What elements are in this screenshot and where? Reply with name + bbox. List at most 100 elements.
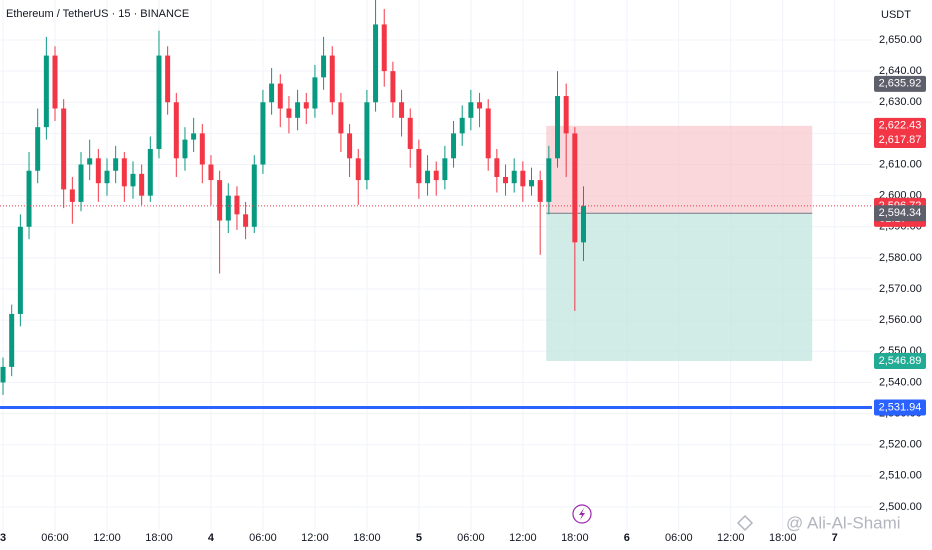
candle-body — [208, 164, 214, 181]
x-tick-label: 18:00 — [353, 532, 381, 544]
candle-body — [494, 158, 500, 177]
candle-body — [416, 148, 422, 184]
y-tick-label: 2,610.00 — [879, 158, 922, 170]
price-label-box — [874, 117, 926, 134]
candle-body — [78, 164, 84, 202]
x-tick-label: 6 — [624, 532, 630, 544]
candle-body — [468, 102, 474, 118]
y-tick-label: 2,510.00 — [879, 470, 922, 482]
candle-body — [269, 83, 275, 103]
x-tick-label: 3 — [0, 532, 6, 544]
price-label: 2,635.92 — [879, 78, 922, 90]
candle-body — [61, 108, 67, 190]
watermark: @ Ali-Al-Shami — [786, 513, 901, 532]
plot — [0, 0, 872, 410]
candle-body — [520, 170, 526, 187]
x-tick-label: 5 — [416, 532, 422, 544]
x-tick-label: 12:00 — [301, 532, 329, 544]
x-tick-label: 12:00 — [717, 532, 745, 544]
price-label: 2,594.34 — [879, 207, 922, 219]
price-label: 2,531.94 — [879, 401, 922, 413]
candle-body — [165, 55, 171, 103]
candle-body — [329, 55, 335, 103]
candle-body — [390, 71, 396, 103]
candle-body — [104, 170, 110, 184]
candle-body — [95, 158, 101, 184]
candle-body — [0, 366, 6, 383]
candle-body — [442, 158, 448, 181]
candle-body — [459, 117, 465, 134]
candle-body — [425, 170, 431, 184]
candle-body — [9, 313, 15, 367]
candle-body — [503, 176, 509, 184]
candle-body — [277, 83, 283, 109]
stop-zone — [546, 125, 813, 214]
y-tick-label: 2,580.00 — [879, 252, 922, 264]
candle-body — [121, 158, 127, 187]
candle-body — [399, 102, 405, 118]
candle-body — [217, 180, 223, 221]
candle-body — [364, 102, 370, 181]
x-tick-label: 4 — [208, 532, 215, 544]
price-label: 2,622.43 — [879, 120, 922, 132]
x-tick-label: 06:00 — [41, 532, 69, 544]
candle-body — [321, 55, 327, 78]
candle-body — [87, 158, 93, 165]
y-tick-label: 2,540.00 — [879, 376, 922, 388]
watermark-icon — [736, 514, 754, 532]
y-tick-label: 2,520.00 — [879, 439, 922, 451]
y-tick-label: 2,640.00 — [879, 65, 922, 77]
x-tick-label: 06:00 — [249, 532, 277, 544]
candle-body — [572, 133, 578, 243]
candle-body — [243, 214, 249, 227]
target-zone — [546, 213, 813, 361]
x-tick-label: 06:00 — [457, 532, 485, 544]
candle-body — [303, 102, 309, 109]
price-label: 2,617.87 — [879, 134, 922, 146]
candle-body — [139, 173, 145, 196]
x-tick-label: 12:00 — [509, 532, 537, 544]
price-label-box — [874, 132, 926, 149]
candle-body — [407, 117, 413, 149]
candle-body — [451, 133, 457, 159]
candle-body — [381, 24, 387, 72]
candle-body — [338, 102, 344, 134]
candle-body — [295, 102, 301, 118]
price-label-box — [874, 75, 926, 92]
x-tick-label: 18:00 — [145, 532, 173, 544]
candle-body — [156, 55, 162, 149]
price-label-box — [874, 352, 926, 369]
candle-body — [113, 158, 119, 171]
candle-body — [225, 195, 231, 221]
candle-body — [312, 77, 318, 109]
price-label-box — [874, 205, 926, 222]
price-label-box — [874, 399, 926, 416]
candle-body — [130, 173, 136, 187]
x-tick-label: 18:00 — [561, 532, 589, 544]
candle-body — [260, 102, 266, 165]
y-tick-label: 2,560.00 — [879, 314, 922, 326]
axis: 2,500.002,510.002,520.002,530.002,540.00… — [0, 34, 926, 544]
candle-body — [173, 102, 179, 159]
x-tick-label: 18:00 — [769, 532, 797, 544]
candle-body — [234, 195, 240, 215]
candle-body — [511, 170, 517, 184]
y-tick-label: 2,630.00 — [879, 96, 922, 108]
candle-body — [555, 96, 561, 159]
candle-body — [35, 127, 41, 171]
candle-body — [17, 226, 23, 314]
candle-body — [373, 24, 379, 103]
candle-body — [26, 170, 32, 227]
lightning-icon[interactable] — [572, 504, 592, 524]
price-label: 2,546.89 — [879, 355, 922, 367]
candle-body — [286, 108, 292, 118]
x-tick-label: 7 — [832, 532, 838, 544]
candle-body — [529, 180, 535, 187]
candle-body — [199, 133, 205, 165]
chart-title: Ethereum / TetherUS · 15 · BINANCE — [6, 8, 189, 20]
candle-body — [537, 180, 543, 202]
currency: USDT — [881, 9, 911, 21]
candle-body — [477, 102, 483, 109]
candle-body — [433, 170, 439, 181]
